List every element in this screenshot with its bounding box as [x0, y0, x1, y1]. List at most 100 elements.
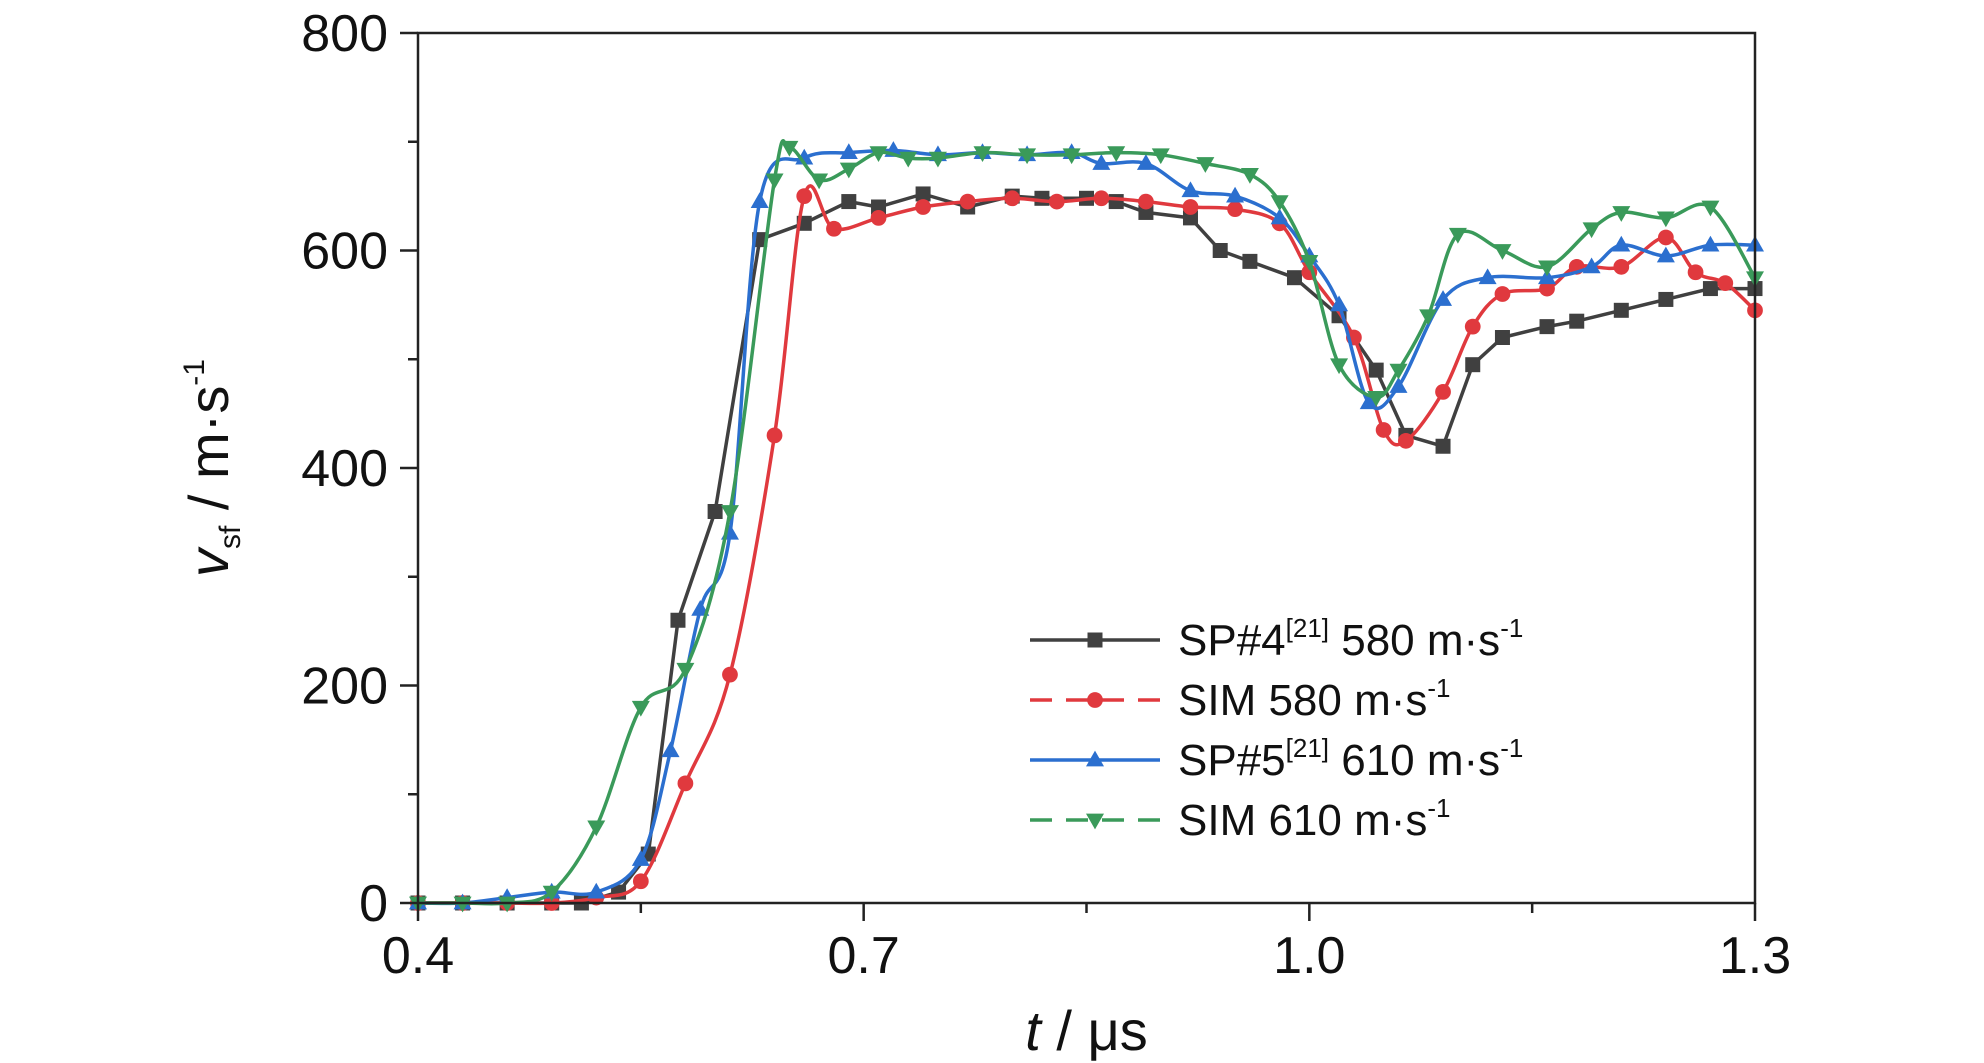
data-point: [1181, 181, 1200, 198]
text-span: 610 m·s: [1329, 736, 1500, 785]
legend-marker: [1086, 750, 1104, 767]
text-span: -1: [1500, 613, 1523, 643]
data-point: [1062, 148, 1081, 165]
data-point: [915, 199, 931, 215]
series-2: [410, 184, 1763, 911]
data-point: [1182, 199, 1199, 215]
data-point: [1093, 190, 1110, 207]
data-point: [1493, 244, 1512, 260]
data-point: [1300, 255, 1319, 271]
text-span: sf: [214, 525, 247, 549]
text-span: SP#4: [1178, 616, 1286, 665]
legend-label: SIM 610 m·s-1: [1178, 793, 1451, 845]
data-point: [1270, 195, 1289, 211]
legend-entry-1: SP#4[21] 580 m·s-1: [1030, 613, 1523, 665]
x-tick-label: 1.3: [1719, 927, 1791, 985]
data-point: [670, 612, 686, 628]
data-point: [587, 882, 606, 899]
data-point: [870, 210, 887, 226]
data-point: [1389, 377, 1408, 393]
data-point: [1212, 243, 1228, 258]
data-point: [1612, 235, 1631, 252]
text-span: -1: [1500, 733, 1523, 763]
data-point: [453, 896, 472, 913]
data-point: [1465, 357, 1481, 373]
data-point: [1092, 154, 1111, 170]
text-span: [21]: [1286, 733, 1329, 763]
series-3: [409, 141, 1764, 910]
data-point: [796, 188, 813, 204]
data-point: [1656, 246, 1675, 263]
y-tick-label: 800: [301, 5, 388, 63]
data-point: [1182, 210, 1198, 226]
data-point: [720, 505, 739, 521]
data-point: [1701, 200, 1720, 217]
y-tick-label: 400: [301, 440, 388, 498]
data-point: [1435, 438, 1451, 454]
series-line: [418, 184, 1757, 906]
data-point: [780, 140, 799, 157]
data-point: [1448, 227, 1467, 244]
data-point: [631, 850, 650, 866]
data-point: [1657, 229, 1674, 246]
legend-label: SP#4[21] 580 m·s-1: [1178, 613, 1523, 665]
data-point: [1367, 390, 1386, 407]
data-point: [1138, 204, 1154, 220]
data-point: [1018, 148, 1037, 165]
data-point: [1359, 393, 1378, 410]
data-point: [1286, 270, 1302, 286]
y-tick-label: 600: [301, 223, 388, 281]
data-point: [587, 820, 606, 837]
data-point: [542, 885, 561, 902]
data-point: [1419, 309, 1438, 326]
data-point: [707, 504, 723, 519]
data-point: [1136, 154, 1155, 170]
data-point: [841, 194, 857, 210]
data-point: [1196, 157, 1215, 173]
x-tick-label: 0.4: [382, 927, 454, 985]
data-point: [1242, 253, 1258, 269]
text-span: [21]: [1286, 613, 1329, 643]
data-point: [1434, 290, 1453, 306]
data-point: [1701, 235, 1720, 252]
data-point: [1138, 193, 1154, 210]
data-point: [1687, 264, 1704, 281]
data-point: [766, 427, 783, 444]
y-axis-title: vsf / m·s-1: [177, 359, 247, 577]
legend-marker: [1087, 632, 1103, 648]
x-axis-title: t / μs: [1025, 999, 1148, 1062]
data-point: [1151, 148, 1170, 165]
data-point: [765, 173, 784, 190]
data-point: [722, 666, 738, 683]
data-point: [1582, 222, 1601, 239]
legend-entry-2: SIM 580 m·s-1: [1030, 673, 1451, 725]
text-span: SP#5: [1178, 736, 1286, 785]
data-point: [899, 151, 918, 168]
data-point: [676, 662, 695, 679]
x-tick-label: 0.7: [828, 927, 900, 985]
text-span: -1: [178, 359, 211, 386]
data-point: [1538, 260, 1557, 277]
data-point: [973, 146, 992, 162]
data-point: [750, 192, 769, 208]
data-point: [1108, 194, 1124, 210]
series-line: [418, 192, 1755, 905]
data-point: [1107, 146, 1126, 162]
text-span: 580 m·s: [1329, 616, 1500, 665]
data-point: [1435, 384, 1451, 400]
data-point: [1375, 422, 1392, 438]
data-point: [661, 741, 680, 758]
data-point: [1494, 286, 1511, 302]
axes: 0.4 0.7 1.0 1.3 0 200 400 600 800 t / μs vsf / m·s…: [177, 5, 1791, 1062]
data-point: [795, 148, 814, 165]
data-point: [871, 199, 887, 215]
data-point: [810, 173, 829, 190]
data-point: [498, 896, 517, 913]
data-point: [1389, 363, 1408, 380]
text-span: / m·s: [177, 386, 240, 526]
data-point: [915, 186, 931, 202]
legend-entry-3: SP#5[21] 610 m·s-1: [1030, 733, 1523, 785]
data-point: [1658, 291, 1674, 307]
